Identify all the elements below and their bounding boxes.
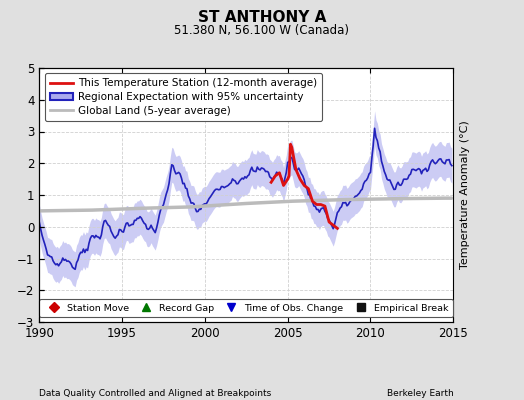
Text: 51.380 N, 56.100 W (Canada): 51.380 N, 56.100 W (Canada) [174, 24, 350, 37]
Text: ST ANTHONY A: ST ANTHONY A [198, 10, 326, 25]
Text: Data Quality Controlled and Aligned at Breakpoints: Data Quality Controlled and Aligned at B… [39, 389, 271, 398]
Y-axis label: Temperature Anomaly (°C): Temperature Anomaly (°C) [460, 121, 470, 269]
Legend: Station Move, Record Gap, Time of Obs. Change, Empirical Break: Station Move, Record Gap, Time of Obs. C… [39, 299, 453, 317]
Text: Berkeley Earth: Berkeley Earth [387, 389, 453, 398]
